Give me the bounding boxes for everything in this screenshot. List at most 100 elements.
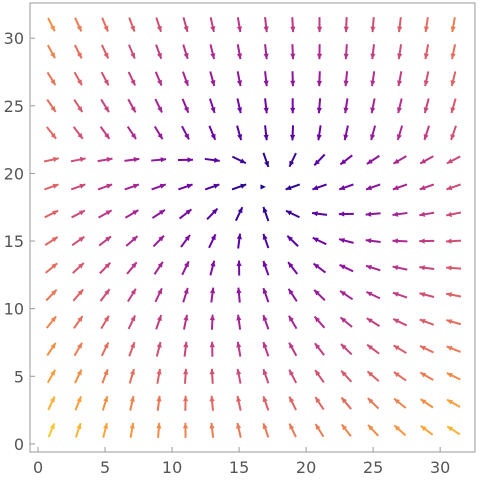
arrow-head	[188, 157, 193, 162]
vector-arrow	[128, 127, 136, 139]
y-tick-label: 15	[4, 232, 24, 251]
vector-arrow	[130, 369, 135, 383]
arrow-head	[312, 185, 318, 190]
arrow-head	[263, 207, 268, 213]
vector-arrow	[264, 44, 269, 59]
vector-arrow	[48, 18, 55, 31]
vector-arrow	[100, 263, 110, 274]
vector-arrow	[344, 17, 349, 32]
arrow-head	[424, 134, 429, 140]
vector-arrow	[72, 211, 85, 218]
vector-arrow	[156, 18, 161, 32]
vector-arrow	[342, 398, 352, 410]
vector-arrow	[102, 45, 108, 59]
vector-arrow	[419, 292, 434, 297]
vector-arrow	[341, 344, 352, 354]
vector-arrow	[181, 235, 190, 247]
vector-arrow	[312, 211, 327, 216]
vector-arrow	[153, 236, 163, 247]
vector-arrow	[315, 397, 323, 410]
vector-arrow	[102, 369, 108, 383]
arrow-head	[133, 184, 139, 189]
arrow-head	[317, 108, 322, 114]
vector-arrow	[180, 209, 192, 218]
vector-arrow	[339, 211, 354, 216]
vector-arrow	[71, 157, 86, 162]
vector-arrow	[397, 126, 402, 140]
vector-arrow	[151, 157, 166, 162]
y-tick-label: 30	[4, 29, 24, 48]
vector-arrow	[339, 184, 353, 190]
arrow-head	[263, 288, 268, 294]
y-tick-label: 20	[4, 164, 24, 183]
arrow-head	[236, 261, 241, 266]
vector-arrow	[205, 158, 220, 163]
vector-arrow	[393, 319, 407, 326]
vector-arrow	[451, 44, 456, 59]
vector-arrow	[156, 45, 162, 59]
vector-arrow	[183, 396, 188, 411]
arrow-head	[263, 342, 268, 348]
vector-arrow	[370, 98, 375, 113]
vector-arrow	[75, 45, 82, 58]
vector-arrow	[210, 99, 215, 113]
vector-arrow	[48, 45, 55, 58]
vector-arrow	[289, 397, 296, 410]
arrow-head	[339, 185, 345, 190]
vector-arrow	[394, 425, 405, 435]
arrow-head	[187, 184, 193, 189]
vector-arrow	[340, 291, 352, 299]
arrow-head	[183, 369, 188, 375]
vector-arrow	[45, 211, 58, 218]
vector-arrow	[370, 126, 375, 140]
vector-arrow	[447, 156, 460, 163]
vector-arrow	[182, 261, 189, 275]
vector-arrow	[446, 319, 460, 324]
vector-arrow	[263, 207, 269, 221]
vector-arrow	[101, 316, 109, 329]
vector-arrow	[237, 126, 242, 140]
vector-arrow	[74, 343, 82, 356]
vector-arrow	[290, 125, 295, 140]
arrow-head	[240, 184, 246, 189]
arrow-head	[261, 184, 266, 189]
vector-arrow	[75, 396, 81, 410]
vector-arrow	[343, 98, 348, 113]
x-tick-label: 30	[430, 458, 450, 477]
vector-arrow	[128, 289, 136, 302]
vector-arrow	[342, 424, 351, 436]
vector-arrow	[313, 238, 327, 245]
vector-arrow	[205, 184, 219, 190]
vector-arrow	[209, 234, 216, 248]
vector-arrow	[156, 315, 162, 329]
vector-arrow	[424, 71, 429, 86]
vector-arrow	[314, 154, 324, 165]
vector-arrow	[124, 157, 139, 162]
vector-arrow	[394, 372, 406, 381]
arrow-head	[184, 288, 189, 294]
vector-arrow	[451, 71, 456, 86]
vector-arrow	[264, 71, 269, 86]
vector-arrow	[286, 211, 300, 218]
vector-arrow	[317, 44, 322, 59]
vector-arrow	[263, 153, 269, 167]
vector-arrow	[156, 369, 161, 384]
vector-arrow	[236, 261, 241, 276]
vector-arrow	[98, 210, 111, 217]
arrow-head	[446, 185, 452, 190]
vector-arrow	[447, 426, 460, 434]
vector-arrow	[125, 210, 138, 218]
vector-arrow	[183, 17, 188, 31]
vector-arrow	[129, 342, 135, 356]
vector-arrow	[210, 17, 215, 32]
vector-arrow	[237, 234, 242, 249]
vector-arrow	[289, 153, 296, 167]
arrow-head	[393, 292, 399, 297]
vector-arrow	[264, 98, 269, 113]
vector-arrow	[236, 207, 243, 221]
vector-arrow	[210, 315, 215, 330]
vector-arrow	[393, 292, 407, 298]
vector-arrow	[289, 424, 296, 438]
